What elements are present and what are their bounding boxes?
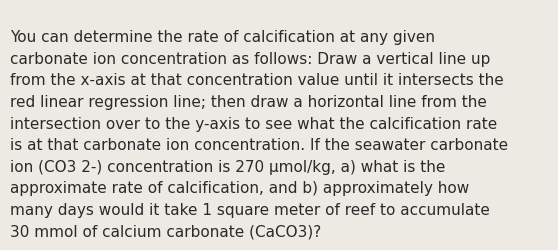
Text: You can determine the rate of calcification at any given
carbonate ion concentra: You can determine the rate of calcificat… — [10, 30, 508, 238]
